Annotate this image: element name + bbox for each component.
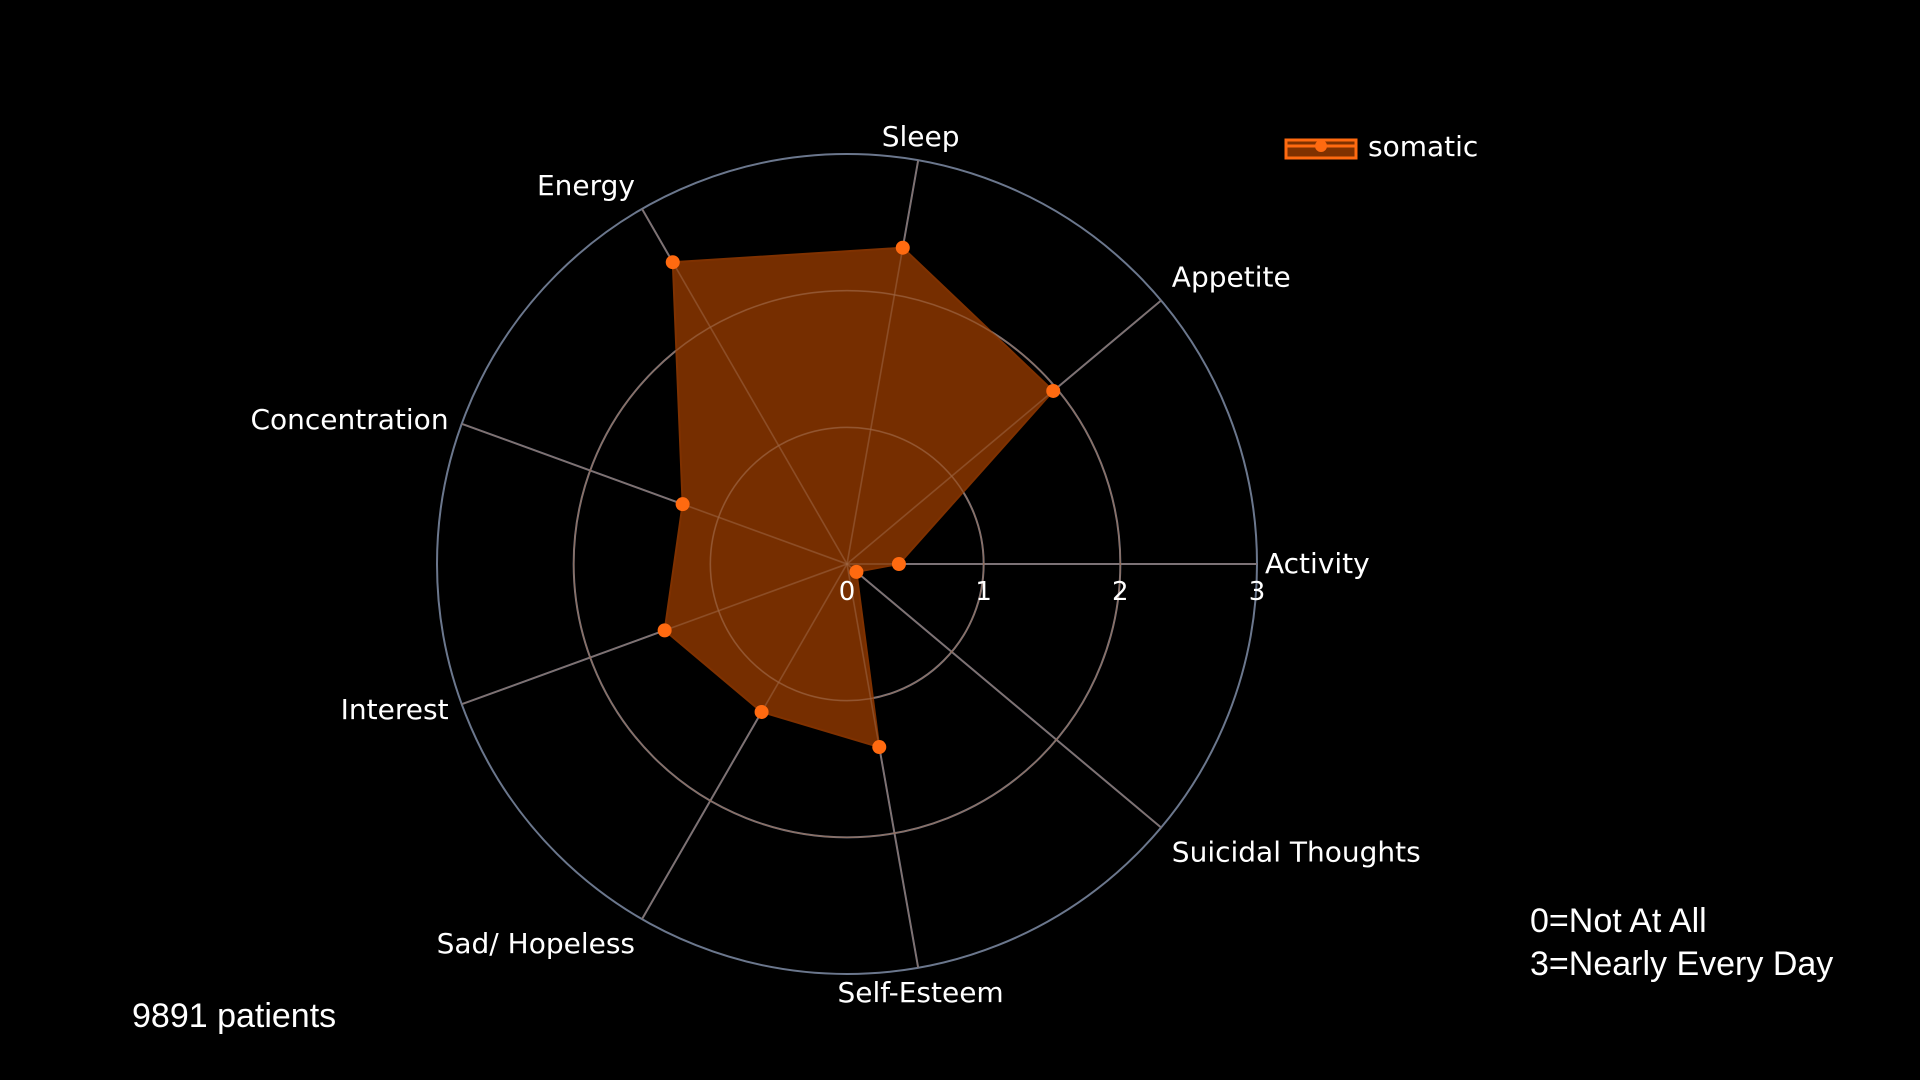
axis-label-concentration: Concentration <box>250 403 448 436</box>
grid-spoke-overlay <box>846 299 1162 565</box>
radial-tick-label: 0 <box>839 577 856 607</box>
radial-tick-label: 2 <box>1112 577 1129 607</box>
series-area-polygon <box>663 246 1055 749</box>
axis-label-appetite: Appetite <box>1172 260 1291 293</box>
data-point-concentration[interactable] <box>675 497 690 512</box>
data-point-sad-hopeless[interactable] <box>754 704 769 719</box>
axis-label-suicidal-thoughts: Suicidal Thoughts <box>1172 836 1421 869</box>
grid-ring-overlay <box>709 426 985 702</box>
axis-label-sleep: Sleep <box>882 120 960 153</box>
radial-tick-label: 1 <box>975 577 992 607</box>
grid-ring-overlay <box>572 289 1122 839</box>
axis-label-activity: Activity <box>1265 547 1370 580</box>
scale-note: 0=Not At All 3=Nearly Every Day <box>1530 900 1833 986</box>
axis-labels: Activity Appetite Sleep Energy Concentration… <box>250 120 1420 1009</box>
data-point-appetite[interactable] <box>1046 383 1061 398</box>
grid-spoke-overlay <box>461 563 848 705</box>
legend-label: somatic <box>1368 130 1478 163</box>
grid-spoke-overlay <box>461 423 848 565</box>
legend-marker <box>1315 140 1327 152</box>
patient-count: 9891 patients <box>132 997 337 1035</box>
axis-label-energy: Energy <box>537 169 635 202</box>
data-point-interest[interactable] <box>657 623 672 638</box>
data-point-activity[interactable] <box>891 557 906 571</box>
data-point-energy[interactable] <box>665 255 680 270</box>
axis-label-self-esteem: Self-Esteem <box>838 976 1004 1009</box>
grid-spoke <box>846 563 1162 829</box>
series-points <box>657 240 1061 755</box>
axis-label-sad-hopeless: Sad/ Hopeless <box>437 927 635 960</box>
data-point-self-esteem[interactable] <box>872 740 887 755</box>
grid-spoke-overlay <box>846 563 919 968</box>
radial-ticks: 0 1 2 3 <box>839 577 1266 607</box>
scale-note-line-2: 3=Nearly Every Day <box>1530 945 1834 983</box>
data-point-sleep[interactable] <box>895 240 910 255</box>
scale-note-line-1: 0=Not At All <box>1530 902 1707 940</box>
grid-spoke-overlay <box>846 160 919 565</box>
axis-label-interest: Interest <box>341 693 449 726</box>
grid-spoke-overlay <box>846 563 1162 829</box>
radial-tick-label: 3 <box>1249 577 1266 607</box>
legend[interactable]: somatic <box>1284 130 1478 163</box>
data-point-suicidal-thoughts[interactable] <box>849 564 864 579</box>
series-area <box>461 160 1257 968</box>
grid-spoke-overlay <box>641 563 848 920</box>
